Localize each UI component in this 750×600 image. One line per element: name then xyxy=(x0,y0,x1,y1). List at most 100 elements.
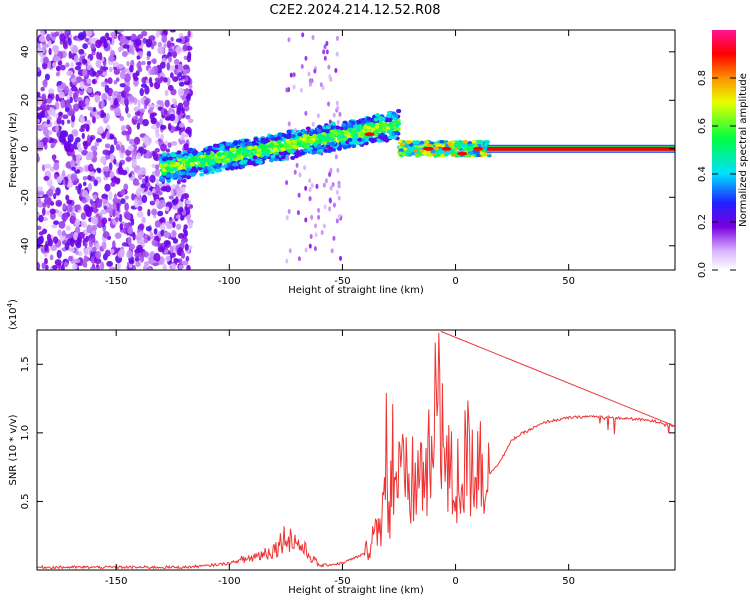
spectrogram-cell xyxy=(109,171,115,178)
spectrogram-cell xyxy=(178,81,185,87)
spectrogram-cell xyxy=(278,143,284,148)
spectrogram-cell xyxy=(37,225,42,231)
spectrogram-cell xyxy=(355,128,361,133)
spectrogram-cell xyxy=(52,264,59,270)
spectrogram-cell xyxy=(75,185,79,191)
spectrogram-cell xyxy=(162,263,167,270)
spectrogram-cell xyxy=(328,197,332,203)
spectrogram-cell xyxy=(478,140,484,144)
spectrogram-cell xyxy=(120,144,125,154)
spectrogram-cell xyxy=(128,138,136,145)
spectrogram-cell xyxy=(225,142,231,147)
spectrogram-cell xyxy=(49,208,56,215)
spectrogram-cell xyxy=(106,131,110,140)
spectrogram-cell xyxy=(308,132,314,137)
spectrogram-cell xyxy=(66,233,73,239)
spectrogram-cell xyxy=(293,169,297,175)
spectrogram-cell xyxy=(317,133,323,138)
spectrogram-cell xyxy=(216,153,222,158)
spectrogram-cell xyxy=(153,252,161,262)
spectrogram-cell xyxy=(310,214,314,220)
spectrogram-cell xyxy=(188,204,194,209)
spectrogram-cell xyxy=(332,112,336,118)
spectrogram-cell xyxy=(316,113,320,119)
spectrogram-cell xyxy=(54,259,62,266)
spectrogram-cell xyxy=(236,149,242,154)
spectrogram-cell xyxy=(70,159,75,167)
spectrogram-cell xyxy=(304,217,308,223)
spectrogram-cell xyxy=(473,146,484,151)
spectrogram-cell xyxy=(40,86,45,92)
spectrogram-cell xyxy=(300,151,306,156)
spectrogram-cell xyxy=(149,200,156,206)
spectrogram-cell xyxy=(389,124,395,129)
spectrogram-cell xyxy=(308,196,312,202)
spectrogram-cell xyxy=(131,158,137,167)
spectrogram-cell xyxy=(128,44,135,54)
spectrogram-cell xyxy=(82,43,88,50)
spectrogram-cell xyxy=(148,104,155,109)
spectrogram-cell xyxy=(155,198,160,206)
spectrogram-cell xyxy=(176,109,181,115)
spectrogram-cell xyxy=(133,136,141,145)
spectrogram-cell xyxy=(186,167,192,172)
spectrogram-cell xyxy=(312,129,318,134)
spectrogram-cell xyxy=(287,121,291,127)
spectrogram-cell xyxy=(145,38,153,48)
spectrogram-cell xyxy=(125,149,132,157)
spectrogram-cell xyxy=(165,148,171,153)
spectrogram-cell xyxy=(37,153,40,163)
spectrogram-cell xyxy=(55,187,61,196)
spectrogram-cell xyxy=(81,132,85,140)
spectrogram-cell xyxy=(304,185,308,191)
spectrogram-cell xyxy=(82,123,88,129)
spectrogram-cell xyxy=(161,222,165,231)
spectrogram-cell xyxy=(149,174,156,183)
spectrogram-cell xyxy=(386,114,392,119)
spectrogram-cell xyxy=(155,168,161,177)
spectrogram-cell xyxy=(163,43,167,48)
spectrogram-cell xyxy=(41,93,47,101)
spectrogram-cell xyxy=(118,166,122,173)
spectrogram-cell xyxy=(85,156,91,161)
spectrogram-cell xyxy=(302,142,308,147)
spectrogram-cell xyxy=(285,144,291,149)
spectrogram-cell xyxy=(38,214,44,223)
spectrogram-cell xyxy=(119,115,125,122)
spectrogram-cell xyxy=(139,108,145,113)
spectrogram-cell xyxy=(100,261,105,270)
spectrogram-cell xyxy=(337,214,341,220)
spectrogram-cell xyxy=(186,54,192,63)
spectrogram-cell xyxy=(66,70,74,77)
spectrogram-cell xyxy=(57,210,63,218)
spectrogram-cell xyxy=(402,147,408,151)
spectrogram-cell xyxy=(121,90,127,99)
spectrogram-cell xyxy=(94,258,102,265)
spectrogram-cell xyxy=(277,132,283,137)
spectrogram-cell xyxy=(110,181,116,187)
spectrogram-cell xyxy=(66,237,74,246)
spectrogram-cell xyxy=(127,226,134,235)
spectrogram-cell xyxy=(108,191,113,201)
spectrogram-cell xyxy=(55,93,60,102)
spectrogram-cell xyxy=(324,178,328,184)
spectrogram-cell xyxy=(163,231,170,239)
spectrogram-cell xyxy=(147,236,151,241)
spectrogram-cell xyxy=(158,199,166,208)
spectrogram-cell xyxy=(122,44,130,49)
spectrogram-cell xyxy=(433,146,439,150)
spectrogram-cell xyxy=(126,60,130,67)
spectrogram-cell xyxy=(46,119,51,125)
spectrogram-cell xyxy=(283,134,289,139)
spectrogram-cell xyxy=(161,34,168,43)
spectrogram-cell xyxy=(37,66,41,73)
spectrogram-cell xyxy=(46,104,50,111)
y-tick-label: -20 xyxy=(20,189,31,205)
spectrogram-cell xyxy=(105,154,110,161)
spectrogram-cell xyxy=(322,49,326,55)
spectrogram-cell xyxy=(323,148,329,153)
spectrogram-cell xyxy=(79,80,85,90)
spectrogram-cell xyxy=(322,140,328,145)
spectrogram-cell xyxy=(214,162,220,167)
spectrogram-cell xyxy=(150,117,157,125)
